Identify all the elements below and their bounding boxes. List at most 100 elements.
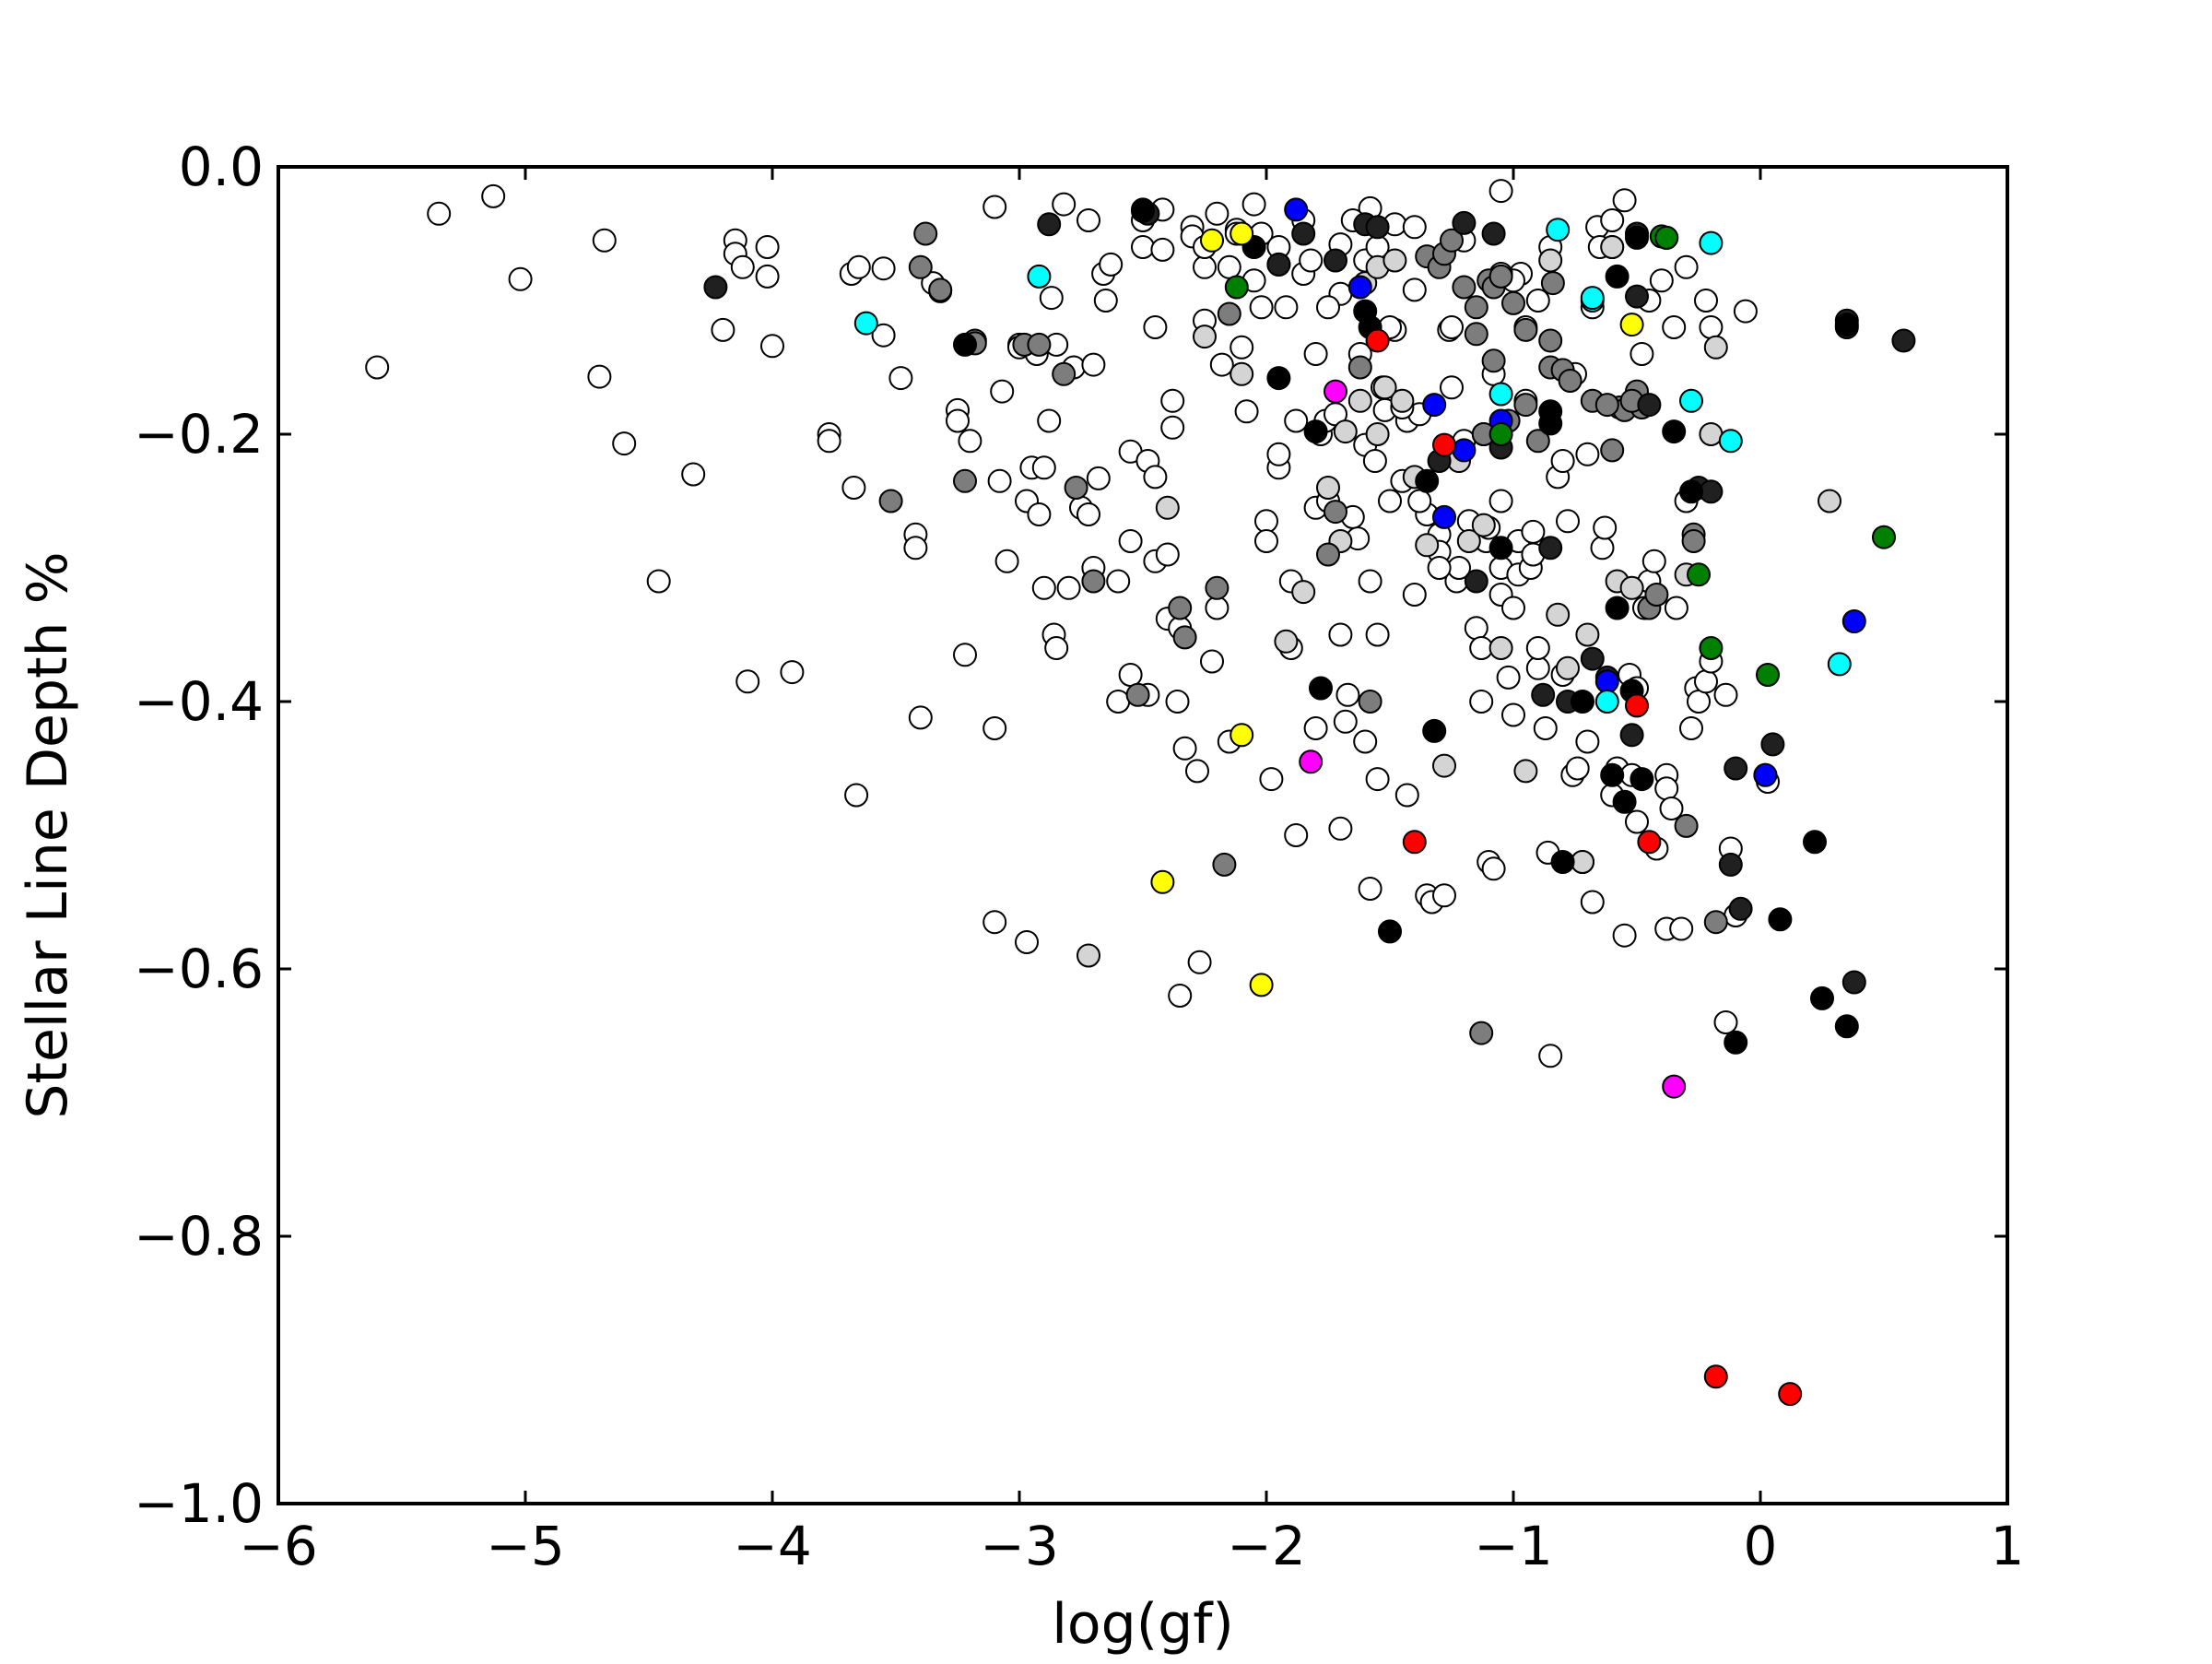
data-point [1027, 332, 1052, 357]
data-point [1699, 422, 1724, 446]
data-point [1081, 352, 1106, 377]
data-point [1044, 636, 1069, 660]
data-point [1039, 286, 1064, 311]
data-point [1052, 361, 1077, 386]
data-point [755, 264, 780, 289]
data-point [1619, 313, 1644, 337]
data-point [1172, 625, 1197, 650]
data-point [1172, 736, 1197, 761]
data-point [1531, 682, 1556, 707]
data-point [1540, 271, 1565, 296]
data-point [1230, 335, 1254, 360]
data-point [1679, 716, 1703, 740]
data-point [1594, 690, 1619, 714]
data-point [1193, 325, 1217, 349]
data-point [1165, 690, 1190, 714]
data-point [1422, 718, 1447, 743]
data-point [1160, 415, 1185, 440]
data-point [1056, 575, 1081, 600]
data-point [1550, 449, 1575, 473]
data-point [1594, 393, 1619, 418]
data-point [1143, 315, 1168, 339]
data-point [1760, 732, 1785, 757]
data-point [1254, 509, 1278, 534]
data-point [1803, 830, 1827, 855]
data-point [1358, 690, 1382, 714]
data-point [1778, 1382, 1803, 1407]
data-point [1432, 504, 1456, 529]
data-point [1619, 575, 1644, 600]
data-point [1365, 328, 1390, 353]
data-point [1241, 192, 1266, 217]
data-point [1456, 529, 1481, 553]
data-point [1077, 208, 1100, 232]
data-point [1718, 429, 1743, 454]
data-point [1427, 556, 1452, 580]
x-tick-label: −3 [980, 1515, 1059, 1577]
y-ticks: 0.0 −0.2 −0.4 −0.6 −0.8 −1.0 [134, 136, 2007, 1535]
data-point [1037, 408, 1062, 433]
data-point [1452, 210, 1477, 235]
data-point [1834, 313, 1859, 337]
data-point [817, 429, 841, 454]
data-point [1571, 690, 1594, 714]
data-point [1575, 622, 1600, 647]
plot-frame [276, 165, 2009, 1505]
y-tick-label: −0.8 [134, 1205, 264, 1268]
data-point [1471, 513, 1496, 537]
data-point [365, 355, 390, 380]
points-layer [365, 179, 1916, 1407]
data-point [1303, 419, 1328, 444]
data-point [1728, 896, 1753, 921]
data-point [1558, 369, 1583, 393]
data-point [1378, 919, 1402, 944]
data-point [1756, 663, 1780, 687]
data-point [1382, 248, 1407, 273]
data-point [1654, 776, 1679, 801]
data-point [994, 549, 1019, 573]
data-point [1402, 277, 1427, 302]
data-point [982, 910, 1007, 935]
data-point [1699, 636, 1724, 660]
data-point [1432, 753, 1456, 778]
data-point [703, 275, 728, 300]
data-point [1324, 379, 1347, 404]
x-ticks: −6 −5 −4 −3 −2 −1 0 1 [239, 167, 2024, 1577]
data-point [592, 228, 617, 253]
data-point [1316, 295, 1340, 320]
y-tick-label: −0.2 [134, 403, 264, 466]
data-point [846, 254, 871, 279]
data-point [1600, 235, 1625, 259]
data-point [1131, 235, 1155, 259]
data-point [1150, 237, 1175, 262]
data-point [1402, 215, 1427, 240]
data-point [1390, 388, 1415, 413]
data-point [1118, 663, 1143, 687]
data-point [1513, 317, 1538, 342]
data-point [1365, 422, 1390, 446]
data-point [587, 364, 612, 389]
data-point [1841, 609, 1866, 633]
data-point [908, 705, 933, 730]
data-point [1200, 649, 1224, 674]
data-point [1724, 756, 1748, 781]
data-point [1365, 215, 1390, 240]
data-point [1612, 923, 1637, 948]
data-point [928, 277, 953, 302]
data-point [844, 783, 869, 808]
x-tick-label: −2 [1227, 1515, 1306, 1577]
data-point [1155, 542, 1180, 567]
data-point [871, 256, 896, 281]
data-point [1594, 669, 1619, 694]
data-point [1488, 636, 1513, 660]
data-point [1464, 322, 1488, 347]
data-point [1303, 716, 1328, 740]
data-point [1679, 388, 1703, 413]
data-point [1525, 289, 1550, 313]
data-point [1309, 676, 1333, 701]
data-point [1538, 248, 1563, 273]
data-point [1687, 562, 1711, 587]
data-point [1827, 652, 1852, 677]
data-point [1328, 622, 1353, 647]
